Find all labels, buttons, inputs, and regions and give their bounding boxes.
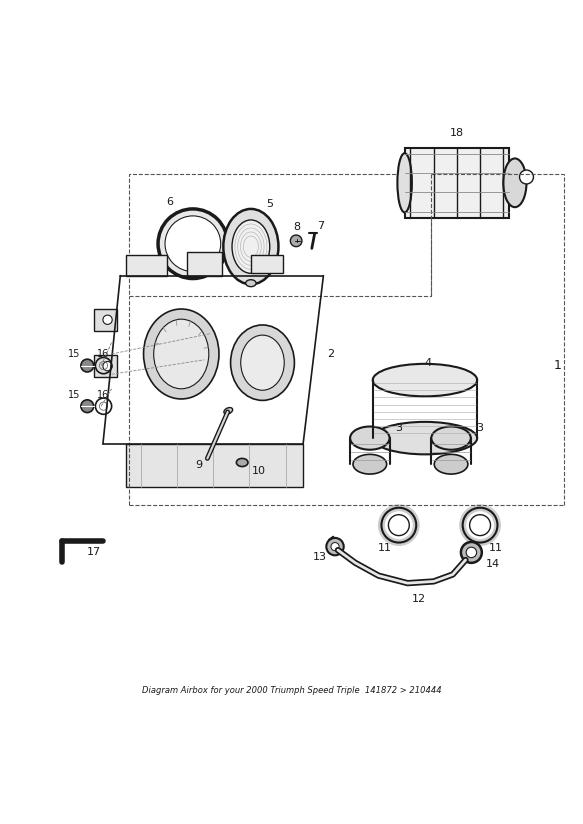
Ellipse shape bbox=[373, 364, 477, 396]
Text: 3: 3 bbox=[476, 423, 483, 433]
Circle shape bbox=[81, 400, 94, 413]
Text: 15: 15 bbox=[68, 390, 80, 400]
Circle shape bbox=[103, 315, 112, 325]
Text: 13: 13 bbox=[312, 552, 326, 562]
Bar bbox=[94, 355, 117, 377]
Circle shape bbox=[81, 359, 94, 372]
Text: 1: 1 bbox=[553, 359, 561, 372]
Ellipse shape bbox=[224, 408, 233, 414]
Ellipse shape bbox=[350, 427, 389, 450]
Text: 18: 18 bbox=[450, 129, 464, 138]
Text: 14: 14 bbox=[486, 559, 500, 569]
Ellipse shape bbox=[143, 309, 219, 399]
Text: 16: 16 bbox=[97, 390, 110, 400]
Ellipse shape bbox=[154, 319, 209, 389]
Circle shape bbox=[165, 216, 221, 272]
Text: 2: 2 bbox=[328, 349, 335, 359]
Circle shape bbox=[158, 209, 228, 279]
Ellipse shape bbox=[241, 335, 285, 391]
Bar bbox=[251, 255, 283, 273]
Text: 8: 8 bbox=[294, 222, 301, 232]
Ellipse shape bbox=[398, 153, 412, 213]
Circle shape bbox=[326, 538, 344, 555]
Ellipse shape bbox=[231, 325, 294, 400]
Bar bbox=[187, 252, 222, 276]
Circle shape bbox=[103, 362, 112, 371]
Text: 15: 15 bbox=[68, 349, 80, 359]
Ellipse shape bbox=[373, 422, 477, 454]
Ellipse shape bbox=[245, 279, 256, 287]
Circle shape bbox=[331, 542, 339, 550]
Text: 11: 11 bbox=[489, 543, 503, 554]
Text: 7: 7 bbox=[317, 222, 324, 232]
Ellipse shape bbox=[431, 427, 471, 450]
Circle shape bbox=[290, 235, 302, 246]
Ellipse shape bbox=[236, 458, 248, 466]
Text: 17: 17 bbox=[87, 547, 101, 557]
Bar bbox=[126, 255, 167, 276]
Bar bbox=[405, 148, 509, 218]
Ellipse shape bbox=[232, 220, 270, 274]
Bar bbox=[129, 174, 431, 296]
Text: 10: 10 bbox=[251, 466, 265, 476]
Text: 4: 4 bbox=[424, 358, 431, 368]
Circle shape bbox=[519, 170, 533, 184]
Text: 12: 12 bbox=[412, 594, 426, 604]
Bar bbox=[94, 309, 117, 330]
Ellipse shape bbox=[503, 158, 526, 207]
Text: 11: 11 bbox=[377, 543, 391, 554]
Ellipse shape bbox=[223, 209, 279, 284]
Circle shape bbox=[466, 547, 476, 558]
Text: 5: 5 bbox=[266, 199, 273, 209]
Circle shape bbox=[461, 542, 482, 563]
Text: 9: 9 bbox=[195, 461, 202, 471]
Bar bbox=[126, 444, 303, 488]
Text: 16: 16 bbox=[97, 349, 110, 359]
Ellipse shape bbox=[434, 454, 468, 474]
Ellipse shape bbox=[353, 454, 387, 474]
Text: Diagram Airbox for your 2000 Triumph Speed Triple  141872 > 210444: Diagram Airbox for your 2000 Triumph Spe… bbox=[142, 686, 441, 695]
Text: 6: 6 bbox=[166, 197, 173, 207]
Text: 3: 3 bbox=[395, 423, 402, 433]
